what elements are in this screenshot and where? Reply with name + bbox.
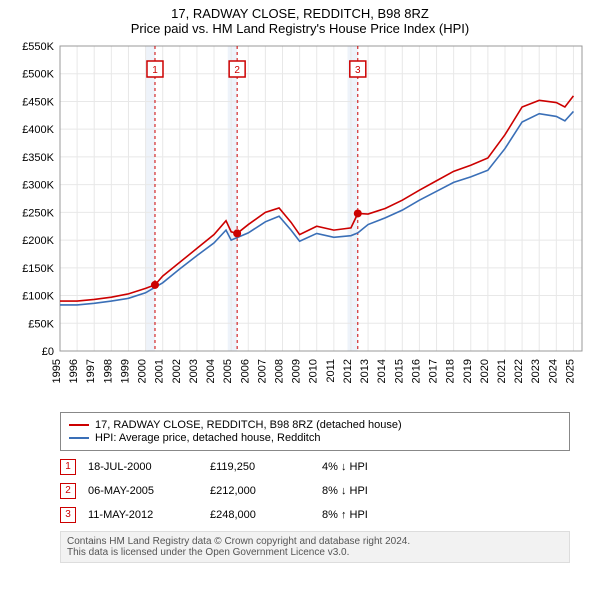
svg-text:1999: 1999 [119,359,131,383]
sale-delta: 8% ↓ HPI [322,479,380,503]
sale-date: 06-MAY-2005 [88,479,210,503]
legend-label: 17, RADWAY CLOSE, REDDITCH, B98 8RZ (det… [95,419,402,431]
svg-text:2000: 2000 [137,359,149,383]
svg-text:£250K: £250K [22,207,54,219]
legend: 17, RADWAY CLOSE, REDDITCH, B98 8RZ (det… [60,412,570,451]
table-row: 2 06-MAY-2005£212,0008% ↓ HPI [60,479,380,503]
table-row: 1 18-JUL-2000£119,2504% ↓ HPI [60,455,380,479]
svg-text:2007: 2007 [256,359,268,383]
legend-row: 17, RADWAY CLOSE, REDDITCH, B98 8RZ (det… [69,419,561,431]
svg-text:£350K: £350K [22,152,54,164]
sales-table: 1 18-JUL-2000£119,2504% ↓ HPI 2 06-MAY-2005… [60,455,380,527]
svg-text:2017: 2017 [428,359,440,383]
sale-date: 18-JUL-2000 [88,455,210,479]
page-subtitle: Price paid vs. HM Land Registry's House … [0,21,600,36]
svg-text:2003: 2003 [188,359,200,383]
footer: Contains HM Land Registry data © Crown c… [60,531,570,563]
svg-text:2025: 2025 [564,359,576,383]
sale-price: £248,000 [210,503,322,527]
sale-date: 11-MAY-2012 [88,503,210,527]
svg-text:£400K: £400K [22,124,54,136]
footer-line1: Contains HM Land Registry data © Crown c… [67,536,563,547]
svg-text:1995: 1995 [51,359,63,383]
page-title: 17, RADWAY CLOSE, REDDITCH, B98 8RZ [0,0,600,21]
svg-text:2015: 2015 [393,359,405,383]
svg-text:2006: 2006 [239,359,251,383]
svg-text:2004: 2004 [205,359,217,383]
svg-text:1997: 1997 [85,359,97,383]
svg-text:2014: 2014 [376,359,388,383]
sale-marker: 1 [60,459,76,475]
svg-text:2002: 2002 [171,359,183,383]
svg-text:£450K: £450K [22,96,54,108]
svg-text:2013: 2013 [359,359,371,383]
svg-text:2024: 2024 [547,359,559,383]
svg-text:2008: 2008 [273,359,285,383]
legend-row: HPI: Average price, detached house, Redd… [69,432,561,444]
svg-text:2: 2 [234,65,240,76]
svg-text:2001: 2001 [154,359,166,383]
svg-text:2020: 2020 [479,359,491,383]
svg-text:1996: 1996 [68,359,80,383]
svg-text:2012: 2012 [342,359,354,383]
svg-text:£100K: £100K [22,291,54,303]
sale-delta: 4% ↓ HPI [322,455,380,479]
svg-text:£550K: £550K [22,41,54,53]
footer-line2: This data is licensed under the Open Gov… [67,547,563,558]
svg-text:2009: 2009 [291,359,303,383]
svg-text:2021: 2021 [496,359,508,383]
svg-text:2011: 2011 [325,359,337,383]
svg-text:2019: 2019 [462,359,474,383]
svg-text:3: 3 [355,65,361,76]
svg-text:2010: 2010 [308,359,320,383]
svg-text:£50K: £50K [28,318,54,330]
sale-price: £119,250 [210,455,322,479]
svg-text:£500K: £500K [22,69,54,81]
svg-text:2022: 2022 [513,359,525,383]
legend-swatch [69,437,89,439]
svg-text:1998: 1998 [102,359,114,383]
table-row: 3 11-MAY-2012£248,0008% ↑ HPI [60,503,380,527]
svg-text:2018: 2018 [445,359,457,383]
legend-label: HPI: Average price, detached house, Redd… [95,432,320,444]
svg-text:£0: £0 [42,346,54,358]
svg-text:£300K: £300K [22,180,54,192]
sale-delta: 8% ↑ HPI [322,503,380,527]
svg-text:1: 1 [152,65,158,76]
svg-text:2016: 2016 [410,359,422,383]
svg-text:2023: 2023 [530,359,542,383]
svg-text:£200K: £200K [22,235,54,247]
sale-price: £212,000 [210,479,322,503]
sale-marker: 2 [60,483,76,499]
chart: £0 £50K £100K £150K £200K £250K £300K £350K £400… [0,36,600,406]
legend-swatch [69,424,89,426]
svg-text:2005: 2005 [222,359,234,383]
sale-marker: 3 [60,507,76,523]
svg-text:£150K: £150K [22,263,54,275]
